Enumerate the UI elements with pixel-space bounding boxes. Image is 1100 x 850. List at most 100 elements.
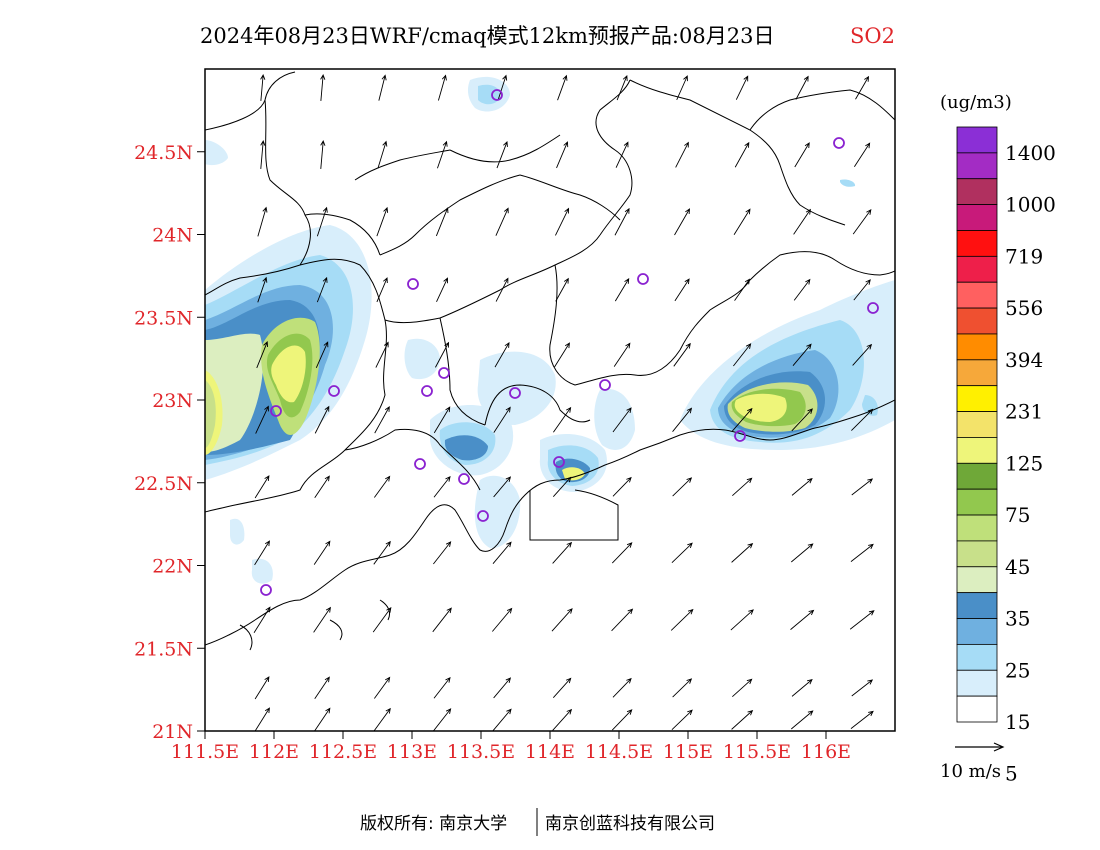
wind-arrow [493,677,512,699]
colorbar-tick-label: 125 [1005,451,1043,475]
wind-arrow [855,75,870,100]
wind-arrow [552,677,572,698]
wind-arrow [254,540,270,566]
wind-arrow [673,342,691,367]
wind-arrow [790,710,814,730]
wind-arrow [320,140,326,169]
wind-arrow [790,609,815,630]
wind-arrow [495,277,509,302]
wind-arrow [853,142,871,167]
wind-arrow [373,676,391,699]
wind-arrow [792,343,812,367]
wind-arrow [851,478,874,496]
wind-arrow [672,678,693,698]
wind-arrow [552,541,573,564]
wind-arrow [313,606,331,633]
wind-arrow [496,140,508,169]
colorbar-swatch [956,230,998,257]
wind-arrow [672,477,693,497]
wind-arrow [253,606,271,633]
wind-arrow [433,541,452,565]
colorbar-tick-label: 35 [1005,607,1030,631]
map-title: 2024年08月23日WRF/cmaq模式12km预报产品:08月23日 [200,24,774,48]
colorbar-swatch [956,618,998,645]
wind-arrow [257,206,268,237]
wind-arrow [612,677,632,698]
colorbar-tick-label: 1400 [1005,141,1056,165]
colorbar-swatch [956,643,998,671]
colorbar-swatch [956,592,998,619]
wind-arrow [374,405,390,434]
wind-arrow [555,207,570,236]
wind-arrow [733,343,752,367]
wind-reference-arrowhead [993,742,1005,752]
wind-arrow [497,74,508,101]
lat-tick-label: 21.5N [134,638,193,660]
wind-arrow [314,475,330,499]
station-marker [414,458,426,470]
wind-arrow [614,207,630,236]
wind-arrow [437,140,448,169]
wind-arrow [674,208,691,236]
wind-arrow [314,707,331,731]
station-marker [867,302,879,314]
station-marker [553,456,565,468]
wind-arrow [611,709,633,731]
colorbar-swatch [956,566,998,594]
lon-tick-label: 114E [525,741,575,763]
wind-arrow [377,140,388,169]
station-marker [270,405,282,417]
wind-arrow [672,407,693,432]
colorbar-swatch [956,152,998,180]
lat-tick-label: 24N [152,225,193,247]
station-marker [477,510,489,522]
wind-vector-field [253,74,875,731]
colorbar-tick-label: 75 [1005,503,1030,527]
colorbar-swatch [956,178,998,206]
wind-arrow [791,408,813,432]
lat-tick-label: 24.5N [134,142,193,164]
wind-arrow [373,540,391,565]
wind-arrow [790,543,814,563]
wind-arrow [734,278,751,301]
colorbar-swatch [956,669,998,697]
colorbar-tick-label: 15 [1005,710,1030,734]
wind-arrow [320,74,326,101]
wind-arrow [433,406,451,434]
wind-arrow [433,708,452,731]
colorbar-swatch [956,462,998,490]
station-marker [491,89,503,101]
colorbar-swatch [956,437,998,464]
wind-arrow [260,74,266,101]
wind-arrow [557,74,568,101]
station-marker [509,387,521,399]
colorbar-swatch [956,514,998,542]
colorbar-labels: 1400 1000 719 556 394 231 125 75 45 35 25 15 5 [1005,141,1056,786]
wind-arrow [316,276,328,303]
wind-arrow [372,607,392,633]
wind-arrow [731,407,753,432]
species-label: SO2 [850,24,895,48]
wind-arrow [256,341,269,369]
colorbar-tick-label: 719 [1005,244,1043,268]
wind-arrow [793,208,811,235]
lat-tick-label: 22N [152,556,193,578]
lat-tick-label: 23N [152,390,193,412]
station-marker [438,367,450,379]
wind-arrow [556,141,569,169]
wind-arrow [675,141,689,168]
wind-arrow [315,341,329,368]
lon-tick-label: 114.5E [585,741,653,763]
wind-arrow [732,477,753,497]
wind-arrow [850,710,874,729]
wind-arrow [670,608,694,631]
wind-arrow [613,342,631,367]
wind-arrow [551,608,573,632]
colorbar-swatch [956,281,998,309]
boundary-lines [205,71,895,651]
lat-tick-label: 21N [152,721,193,743]
latitude-axis: 24.5N 24N 23.5N 23N 22.5N 22N 21.5N 21N [134,142,205,743]
colorbar-swatch [956,255,998,283]
colorbar-swatch [956,695,998,723]
colorbar-tick-label: 1000 [1005,193,1056,217]
